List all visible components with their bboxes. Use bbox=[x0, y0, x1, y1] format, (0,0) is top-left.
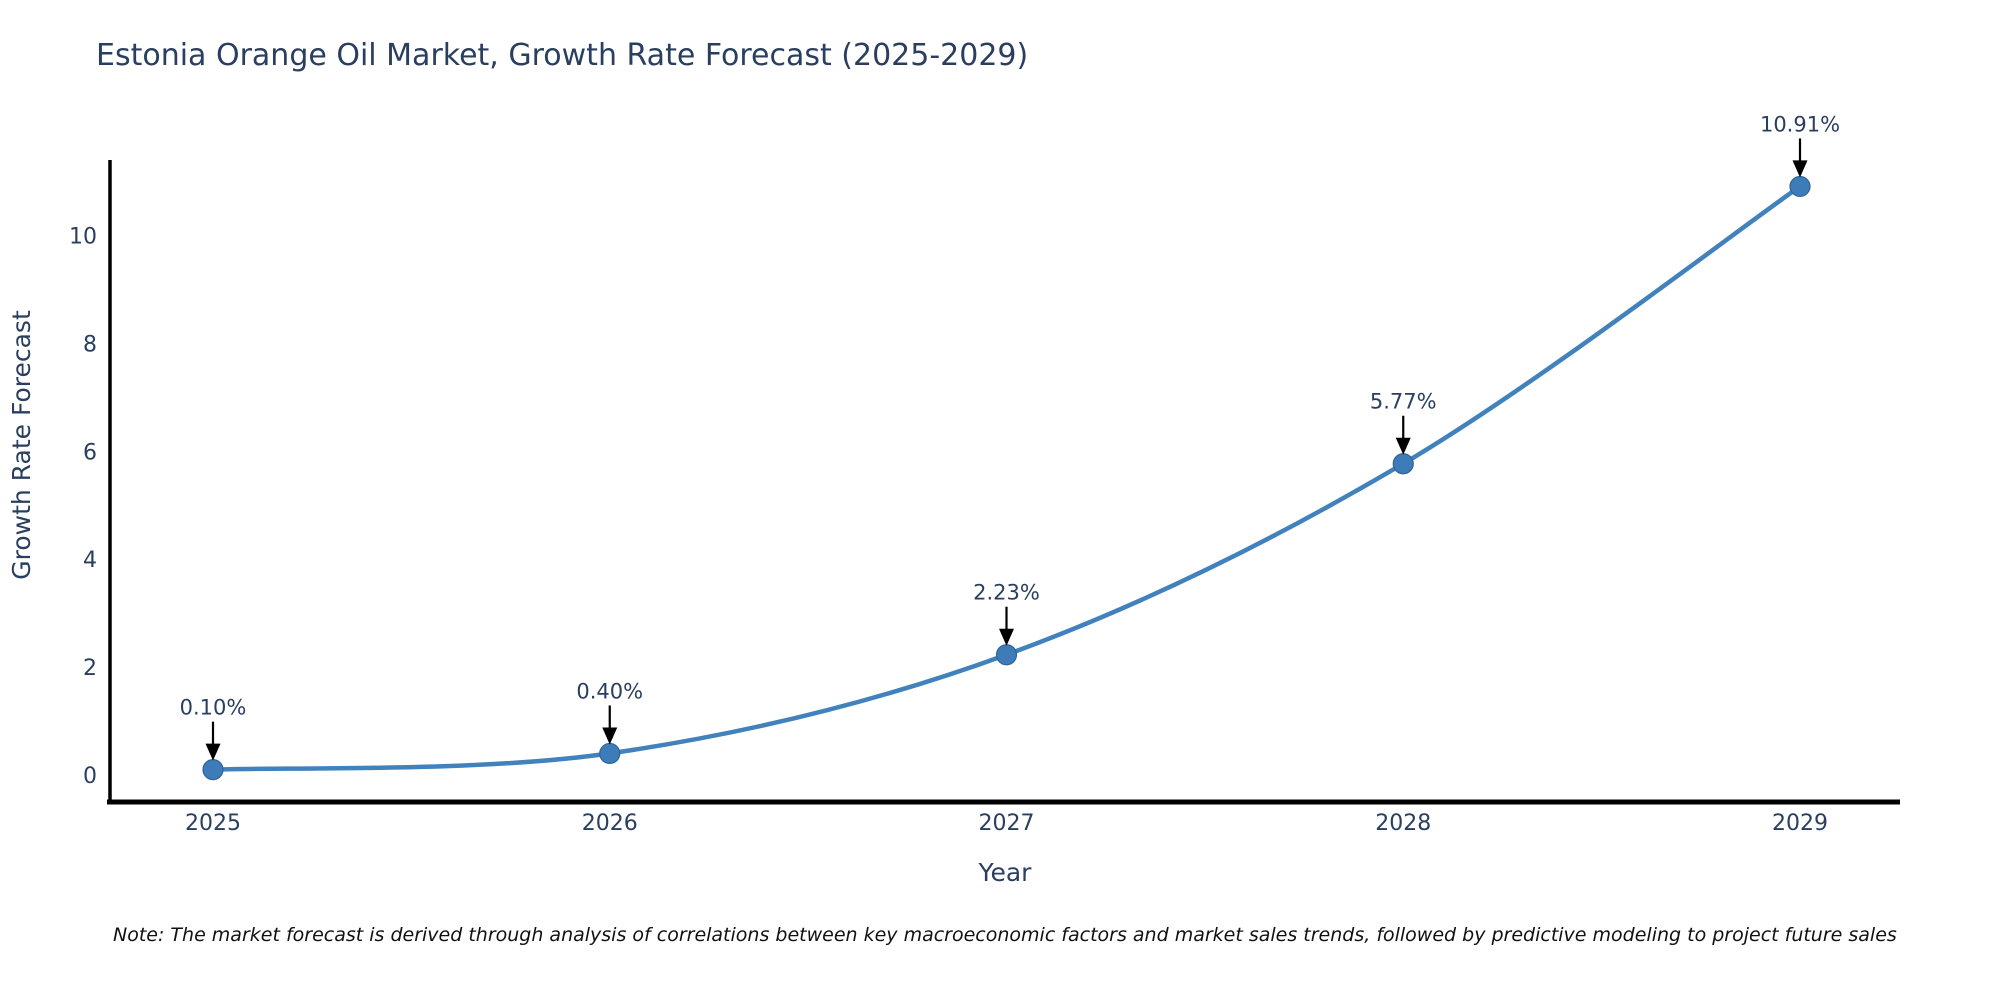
data-point bbox=[1789, 175, 1811, 198]
data-point-label: 10.91% bbox=[1760, 112, 1840, 136]
data-point-label: 5.77% bbox=[1370, 390, 1437, 414]
data-point-label: 0.10% bbox=[180, 696, 247, 720]
y-tick-label: 4 bbox=[83, 548, 97, 573]
data-point bbox=[599, 742, 621, 765]
chart-title: Estonia Orange Oil Market, Growth Rate F… bbox=[96, 38, 1029, 73]
x-tick-label: 2026 bbox=[582, 811, 638, 836]
x-tick-label: 2028 bbox=[1375, 811, 1431, 836]
x-tick-label: 2025 bbox=[185, 811, 241, 836]
y-tick-label: 0 bbox=[83, 764, 97, 789]
y-axis-title: Growth Rate Forecast bbox=[7, 310, 36, 580]
x-tick-label: 2029 bbox=[1772, 811, 1828, 836]
annotation-arrow-head-icon bbox=[999, 628, 1014, 646]
y-tick-label: 2 bbox=[83, 656, 97, 681]
annotation-arrow-head-icon bbox=[602, 727, 618, 745]
annotation-arrow-head-icon bbox=[1395, 437, 1411, 455]
y-tick-label: 10 bbox=[69, 225, 97, 250]
data-point-label: 0.40% bbox=[576, 679, 643, 703]
x-axis-title: Year bbox=[978, 858, 1033, 887]
y-tick-label: 6 bbox=[83, 440, 97, 465]
annotation-arrow-head-icon bbox=[205, 743, 221, 761]
annotation-arrow-head-icon bbox=[1792, 160, 1808, 178]
y-tick-label: 8 bbox=[83, 332, 97, 357]
footnote: Note: The market forecast is derived thr… bbox=[113, 924, 1897, 946]
data-point bbox=[1392, 453, 1414, 475]
x-tick-label: 2027 bbox=[979, 811, 1035, 836]
trend-line bbox=[210, 184, 1803, 772]
data-point bbox=[202, 759, 224, 781]
data-point-label: 2.23% bbox=[973, 581, 1040, 605]
data-point bbox=[995, 644, 1018, 666]
